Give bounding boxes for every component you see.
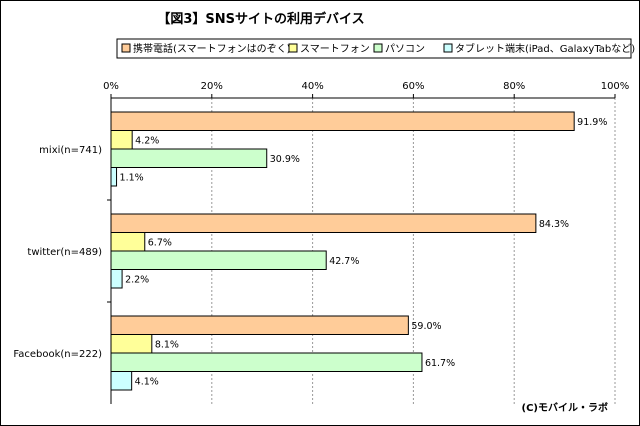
data-label: 4.1% — [135, 376, 159, 387]
data-label: 2.2% — [125, 274, 149, 285]
data-label: 6.7% — [148, 237, 172, 248]
data-label: 8.1% — [155, 339, 179, 350]
legend-label: パソコン — [385, 43, 425, 55]
x-tick-label: 20% — [201, 81, 223, 92]
bar — [110, 269, 123, 289]
data-label: 61.7% — [425, 358, 455, 369]
data-label: 30.9% — [270, 154, 300, 165]
data-label: 91.9% — [577, 117, 607, 128]
category-label: twitter(n=489) — [27, 247, 102, 258]
x-tick-label: 0% — [103, 81, 119, 92]
bar — [110, 167, 118, 187]
legend-label: タブレット端末(iPad、GalaxyTabなど) — [455, 42, 635, 55]
bar — [110, 334, 153, 354]
legend-swatch — [443, 43, 453, 53]
data-label: 42.7% — [329, 256, 359, 267]
x-tick-label: 80% — [503, 81, 525, 92]
data-label: 84.3% — [539, 219, 569, 230]
data-label: 4.2% — [135, 135, 159, 146]
bar — [110, 232, 146, 252]
credit-text: (C)モバイル・ラボ — [522, 401, 608, 414]
bar — [110, 352, 423, 372]
bar — [110, 213, 537, 233]
x-tick-label: 100% — [601, 81, 630, 92]
legend-swatch — [121, 43, 131, 53]
bar — [110, 315, 409, 335]
bar — [110, 148, 268, 168]
bars: 91.9% 4.2% 30.9% 1.1% 84.3% 6.7% 42.7% 2.2% 59.0… — [110, 111, 607, 391]
legend-label: スマートフォン — [300, 44, 370, 55]
bar — [110, 250, 327, 270]
bar — [110, 371, 133, 391]
legend: 携帯電話(スマートフォンはのぞく) スマートフォン パソコン タブレット端末(iPad… — [116, 38, 635, 59]
chart-title: 【図3】SNSサイトの利用デバイス — [157, 11, 364, 27]
category-label: mixi(n=741) — [39, 145, 102, 156]
legend-swatch — [373, 43, 383, 53]
legend-swatch — [288, 43, 298, 53]
data-label: 1.1% — [120, 172, 144, 183]
legend-label: 携帯電話(スマートフォンはのぞく) — [133, 42, 291, 55]
x-tick-label: 60% — [402, 81, 424, 92]
data-label: 59.0% — [411, 321, 441, 332]
category-label: Facebook(n=222) — [13, 349, 102, 360]
bar — [110, 111, 575, 131]
x-tick-label: 40% — [301, 81, 323, 92]
category-labels: mixi(n=741) twitter(n=489) Facebook(n=222) — [13, 145, 111, 360]
bar — [110, 130, 133, 150]
